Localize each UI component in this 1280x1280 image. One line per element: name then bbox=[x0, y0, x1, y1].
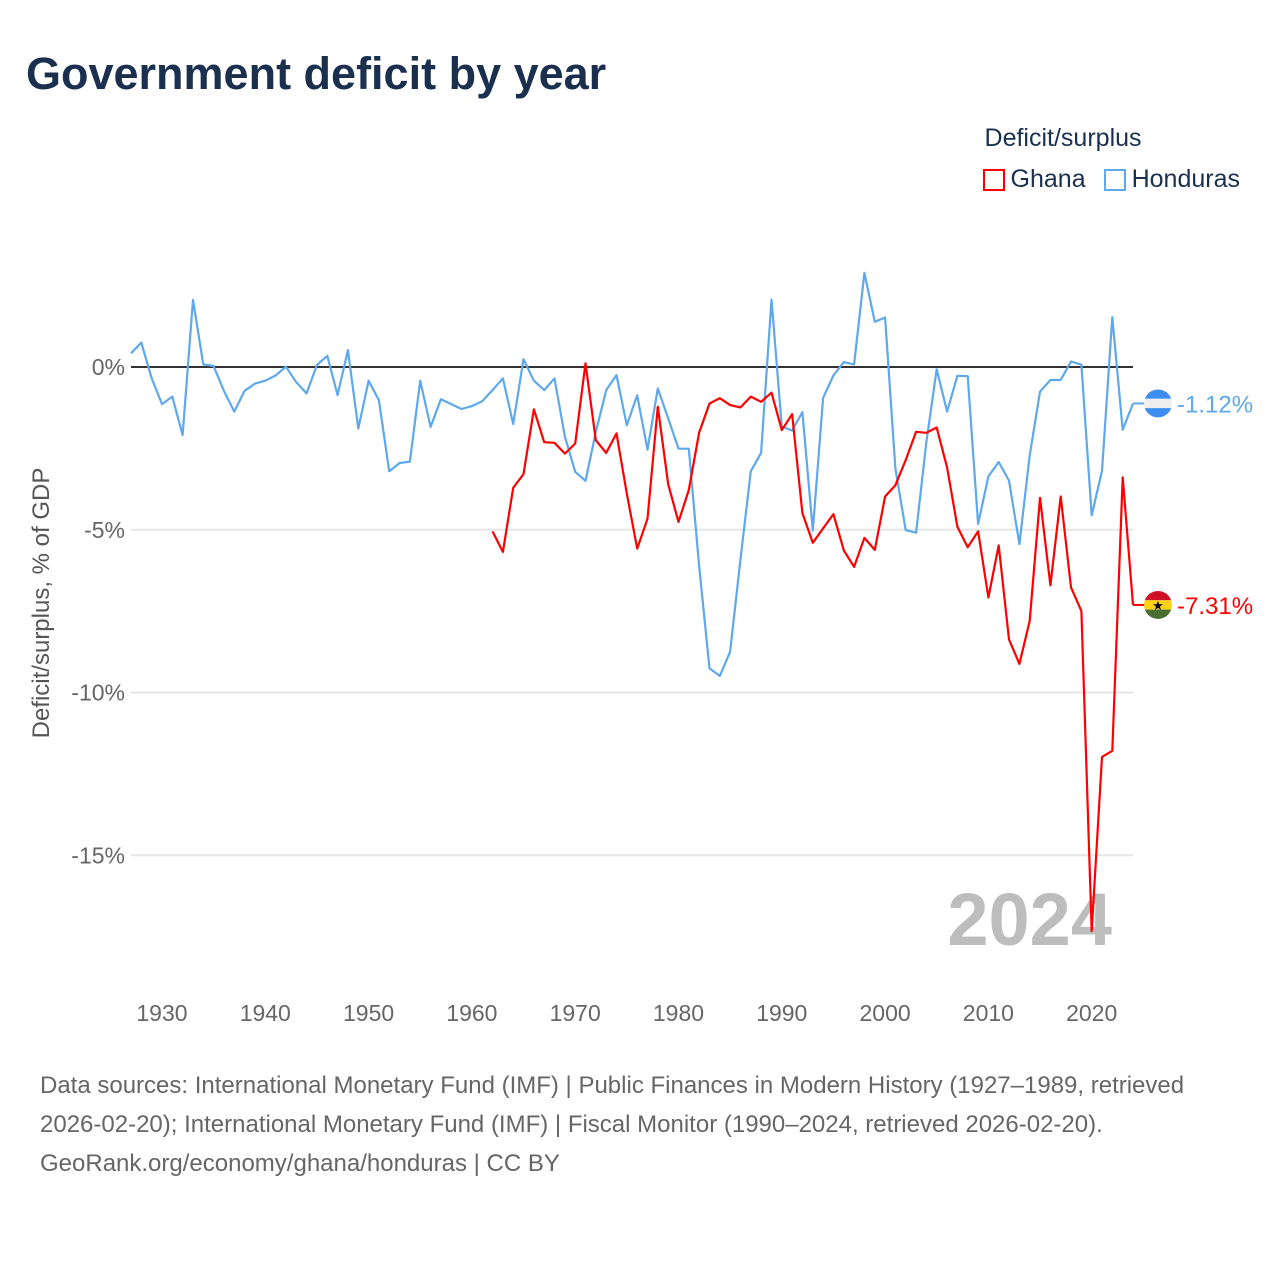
legend-label-ghana: Ghana bbox=[1010, 165, 1086, 193]
year-watermark: 2024 bbox=[947, 878, 1112, 961]
flag-body bbox=[1144, 389, 1172, 418]
legend: Deficit/surplus Ghana Honduras bbox=[982, 124, 1240, 194]
y-axis-label: Deficit/surplus, % of GDP bbox=[28, 467, 55, 739]
series-line-ghana bbox=[491, 362, 1135, 933]
x-tick-label: 1940 bbox=[240, 1000, 291, 1026]
x-tick-label: 1930 bbox=[136, 1000, 187, 1026]
end-value-label-honduras: -1.12% bbox=[1177, 391, 1253, 418]
flag-stripe-blue bbox=[1144, 389, 1172, 399]
flag-stripe-gold bbox=[1144, 600, 1172, 610]
x-tick-label: 1950 bbox=[343, 1000, 394, 1026]
y-tick-label: 0% bbox=[92, 354, 125, 380]
flag-star-icon: ★ bbox=[1152, 599, 1164, 614]
data-sources: Data sources: International Monetary Fun… bbox=[40, 1072, 1185, 1138]
x-tick-label: 1970 bbox=[550, 1000, 601, 1026]
x-tick-label: 2020 bbox=[1066, 1000, 1117, 1026]
y-tick-label: -10% bbox=[71, 680, 125, 706]
legend-label-honduras: Honduras bbox=[1131, 165, 1240, 193]
flag-stripe-green bbox=[1144, 609, 1172, 619]
legend-swatch-ghana bbox=[982, 168, 1005, 191]
x-tick-label: 1960 bbox=[446, 1000, 497, 1026]
flag-stripe-white bbox=[1144, 398, 1172, 409]
footer: Data sources: International Monetary Fun… bbox=[40, 1066, 1240, 1183]
flag-stripe-red bbox=[1144, 590, 1172, 601]
credit-link[interactable]: GeoRank.org/economy/ghana/honduras | CC … bbox=[40, 1150, 560, 1177]
legend-swatch-honduras bbox=[1103, 168, 1126, 191]
flag-stripe-blue bbox=[1144, 408, 1172, 418]
honduras-flag-icon bbox=[1144, 389, 1172, 418]
series-line-honduras bbox=[130, 271, 1135, 678]
x-tick-label: 1980 bbox=[653, 1000, 704, 1026]
legend-item-ghana[interactable]: Ghana bbox=[982, 165, 1086, 194]
x-tick-label: 2000 bbox=[859, 1000, 910, 1026]
legend-title: Deficit/surplus bbox=[984, 124, 1142, 152]
y-tick-label: -15% bbox=[71, 842, 125, 868]
x-tick-label: 2010 bbox=[963, 1000, 1014, 1026]
ghana-flag-icon: ★ bbox=[1144, 590, 1172, 619]
end-value-label-ghana: -7.31% bbox=[1177, 593, 1253, 620]
chart-title: Government deficit by year bbox=[26, 48, 607, 99]
y-tick-label: -5% bbox=[84, 517, 125, 543]
flag-body: ★ bbox=[1144, 590, 1172, 619]
legend-item-honduras[interactable]: Honduras bbox=[1103, 165, 1240, 194]
x-tick-label: 1990 bbox=[756, 1000, 807, 1026]
